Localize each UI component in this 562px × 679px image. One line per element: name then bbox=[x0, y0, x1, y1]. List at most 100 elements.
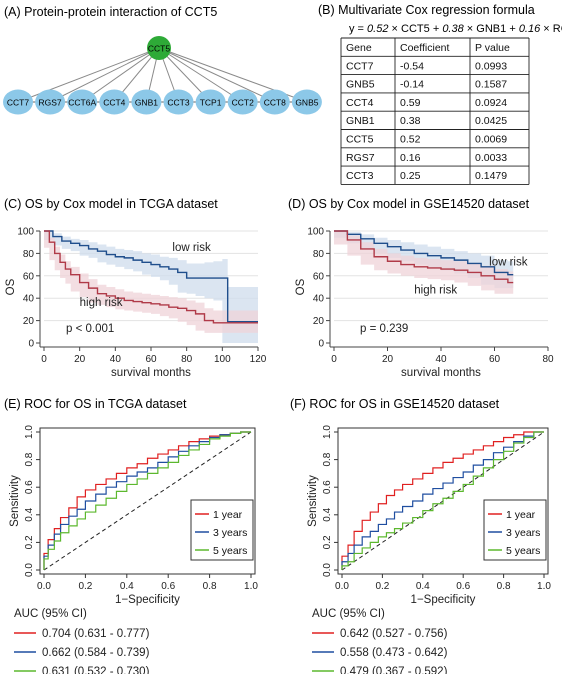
node-cct8 bbox=[259, 89, 290, 115]
node-label-cct4: CCT4 bbox=[103, 98, 125, 108]
table-cell-6-0: CCT3 bbox=[346, 170, 374, 182]
table-cell-0-2: 0.0993 bbox=[475, 60, 507, 72]
edge-center-cct8 bbox=[158, 47, 276, 103]
panel-c-title: (C) OS by Cox model in TCGA dataset bbox=[4, 197, 218, 211]
roc-curve-5-years bbox=[43, 431, 251, 570]
x-tick-label-0: 0 bbox=[331, 354, 337, 365]
y-tick-label-4: 0.8 bbox=[24, 452, 35, 466]
panel-b-title: (B) Multivariate Cox regression formula bbox=[318, 3, 535, 17]
table-cell-3-0: GNB1 bbox=[346, 115, 375, 127]
node-cct3 bbox=[163, 89, 194, 115]
y-tick-label-1: 0.2 bbox=[322, 535, 333, 549]
node-label-tcp1: TCP1 bbox=[200, 98, 222, 108]
panel-a: (A) Protein-protein interaction of CCT5 … bbox=[3, 5, 322, 115]
y-tick-label-2: 40 bbox=[313, 294, 325, 305]
formula-coef-1: 0.52 bbox=[367, 23, 388, 35]
formula-gene-1: CCT5 bbox=[401, 23, 430, 35]
roc-curve-3-years bbox=[341, 431, 544, 570]
panel-e-roc-plot: 0.0 0.2 0.4 0.6 0.8 1.0 0.0 0.2 0.4 0.6 0.8 1.0 1−Sp… bbox=[9, 425, 258, 678]
y-tick-label-4: 80 bbox=[313, 249, 325, 260]
table-header-1: Coefficient bbox=[400, 42, 450, 54]
y-tick-label-4: 80 bbox=[23, 249, 35, 260]
formula-coef-2: 0.38 bbox=[442, 23, 464, 35]
table-cell-0-0: CCT7 bbox=[346, 60, 374, 72]
series-label-low-risk: low risk bbox=[172, 242, 211, 254]
node-rgs7 bbox=[35, 89, 66, 115]
roc-curve-1-year bbox=[341, 431, 544, 570]
x-tick-label-1: 20 bbox=[74, 354, 86, 365]
edge-center-rgs7 bbox=[49, 47, 160, 103]
legend-label-0: 1 year bbox=[213, 509, 243, 521]
table-header-0: Gene bbox=[346, 42, 372, 54]
y-tick-label-1: 0.2 bbox=[24, 535, 35, 549]
x-axis-label: survival months bbox=[111, 367, 191, 379]
y-axis-label: Sensitivity bbox=[307, 475, 319, 527]
auc-title: AUC (95% CI) bbox=[14, 608, 87, 620]
panel-f-title: (F) ROC for OS in GSE14520 dataset bbox=[290, 397, 500, 411]
panel-d-km-plot: low risk high risk 0 20 40 60 80 0 20 40 60 80 100 su… bbox=[295, 227, 554, 380]
y-tick-label-3: 60 bbox=[23, 271, 35, 282]
y-axis-label: OS bbox=[295, 278, 307, 295]
panel-f-roc-plot: 0.0 0.2 0.4 0.6 0.8 1.0 0.0 0.2 0.4 0.6 0.8 1.0 1−Sp… bbox=[307, 425, 551, 678]
formula-gene-2: GNB1 bbox=[476, 23, 506, 35]
table-cell-4-0: CCT5 bbox=[346, 134, 374, 146]
ppi-network: CCT7 RGS7 CCT6A CCT4 GNB1 CCT3 TCP1 CCT2 CCT8 GNB… bbox=[3, 36, 322, 115]
panel-b: (B) Multivariate Cox regression formula … bbox=[318, 3, 562, 185]
y-tick-label-5: 100 bbox=[307, 227, 324, 238]
auc-value-0: 0.704 (0.631 - 0.777) bbox=[42, 628, 150, 640]
x-tick-label-1: 20 bbox=[382, 354, 394, 365]
edge-center-cct6a bbox=[81, 47, 160, 103]
table-cell-0-1: -0.54 bbox=[400, 60, 424, 72]
km-curve-high-risk bbox=[44, 230, 258, 324]
x-tick-label-2: 0.4 bbox=[416, 581, 430, 592]
series-label-low-risk: low risk bbox=[489, 257, 528, 269]
formula-sep-3: × bbox=[543, 23, 549, 35]
x-tick-label-5: 1.0 bbox=[244, 581, 258, 592]
km-curve-high-risk bbox=[334, 230, 514, 284]
x-tick-label-1: 0.2 bbox=[375, 581, 389, 592]
node-cct4 bbox=[99, 89, 130, 115]
table-cell-5-0: RGS7 bbox=[346, 152, 375, 164]
y-tick-label-5: 1.0 bbox=[322, 425, 333, 439]
x-tick-label-2: 0.4 bbox=[120, 581, 134, 592]
node-gnb5 bbox=[291, 89, 322, 115]
node-center bbox=[147, 36, 171, 60]
x-tick-label-3: 0.6 bbox=[161, 581, 175, 592]
table-cell-1-1: -0.14 bbox=[400, 79, 424, 91]
auc-value-1: 0.558 (0.473 - 0.642) bbox=[340, 647, 448, 659]
y-tick-label-1: 20 bbox=[23, 316, 35, 327]
node-cct6a bbox=[67, 89, 98, 115]
y-tick-label-4: 0.8 bbox=[322, 452, 333, 466]
x-axis-label: 1−Specificity bbox=[411, 594, 476, 606]
y-tick-label-3: 60 bbox=[313, 271, 325, 282]
x-tick-label-6: 120 bbox=[250, 354, 267, 365]
auc-value-2: 0.479 (0.367 - 0.592) bbox=[340, 666, 448, 674]
x-tick-label-1: 0.2 bbox=[78, 581, 92, 592]
y-tick-label-2: 0.4 bbox=[24, 507, 35, 521]
table-cell-6-1: 0.25 bbox=[400, 170, 421, 182]
table-cell-4-2: 0.0069 bbox=[475, 134, 507, 146]
plot-frame bbox=[337, 427, 549, 575]
table-cell-2-2: 0.0924 bbox=[475, 97, 507, 109]
y-tick-label-0: 0 bbox=[318, 339, 324, 350]
x-axis-label: 1−Specificity bbox=[115, 594, 180, 606]
node-label-gnb1: GNB1 bbox=[135, 98, 158, 108]
x-tick-label-4: 80 bbox=[542, 354, 554, 365]
edge-center-cct2 bbox=[158, 47, 243, 103]
y-axis-label: OS bbox=[5, 278, 17, 295]
y-tick-label-5: 100 bbox=[17, 227, 34, 238]
km-curve-low-risk bbox=[44, 230, 258, 323]
x-axis-label: survival months bbox=[401, 367, 481, 379]
formula-sep-2: × bbox=[467, 23, 473, 35]
y-tick-label-2: 40 bbox=[23, 294, 35, 305]
cox-table: Gene Coefficient P value CCT7 -0.54 0.0993 GNB… bbox=[340, 37, 530, 185]
legend-label-0: 1 year bbox=[506, 509, 536, 521]
legend-label-1: 3 years bbox=[506, 527, 540, 539]
node-label-cct8: CCT8 bbox=[264, 98, 286, 108]
node-tcp1 bbox=[195, 89, 226, 115]
x-tick-label-4: 80 bbox=[181, 354, 193, 365]
auc-value-1: 0.662 (0.584 - 0.739) bbox=[42, 647, 150, 659]
km-curve-low-risk bbox=[334, 230, 514, 276]
node-gnb1 bbox=[131, 89, 162, 115]
